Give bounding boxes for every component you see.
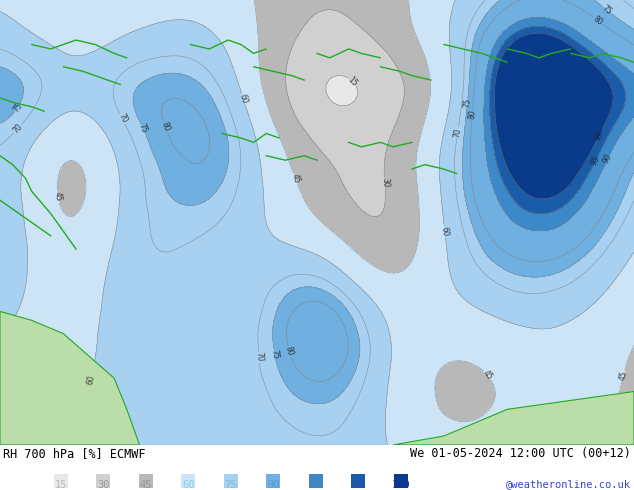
Bar [394,474,408,488]
Text: 45: 45 [618,369,629,381]
Text: 60: 60 [238,93,249,105]
Text: 15: 15 [346,75,359,88]
Text: 45: 45 [53,191,63,202]
Text: 70: 70 [254,352,264,362]
Text: 90: 90 [601,153,614,165]
Text: 30: 30 [380,177,390,188]
Text: 75: 75 [600,4,614,17]
Bar [351,474,365,488]
Text: 75: 75 [11,101,24,114]
Polygon shape [0,312,139,445]
Bar [224,474,238,488]
Text: 95: 95 [590,154,602,167]
Text: RH 700 hPa [%] ECMWF: RH 700 hPa [%] ECMWF [3,447,146,460]
Text: 45: 45 [481,368,494,382]
Text: 30: 30 [97,480,110,490]
Text: 70: 70 [116,112,129,125]
Text: 80: 80 [160,121,171,133]
Text: 75: 75 [462,98,472,108]
Text: 70: 70 [453,127,463,138]
Text: 99: 99 [352,480,365,490]
Text: 45: 45 [290,172,302,185]
Bar [181,474,195,488]
Bar [309,474,323,488]
Text: We 01-05-2024 12:00 UTC (00+12): We 01-05-2024 12:00 UTC (00+12) [410,447,631,460]
Text: @weatheronline.co.uk: @weatheronline.co.uk [506,479,631,489]
Polygon shape [393,392,634,445]
Text: 75: 75 [137,122,149,135]
Text: 60: 60 [440,226,450,237]
Bar [54,474,68,488]
Text: 60: 60 [182,480,195,490]
Text: 99: 99 [593,129,605,142]
Text: 95: 95 [309,480,322,490]
Text: 80: 80 [592,14,604,27]
Text: 60: 60 [86,374,96,385]
Text: 90: 90 [267,480,280,490]
Text: 75: 75 [269,349,280,360]
Text: 100: 100 [391,480,410,490]
Bar [96,474,110,488]
Text: 45: 45 [139,480,152,490]
Text: 70: 70 [11,122,24,136]
Bar [139,474,153,488]
Text: 75: 75 [224,480,237,490]
Text: 80: 80 [467,109,477,120]
Text: 80: 80 [283,345,295,357]
Text: 15: 15 [55,480,67,490]
Bar [266,474,280,488]
